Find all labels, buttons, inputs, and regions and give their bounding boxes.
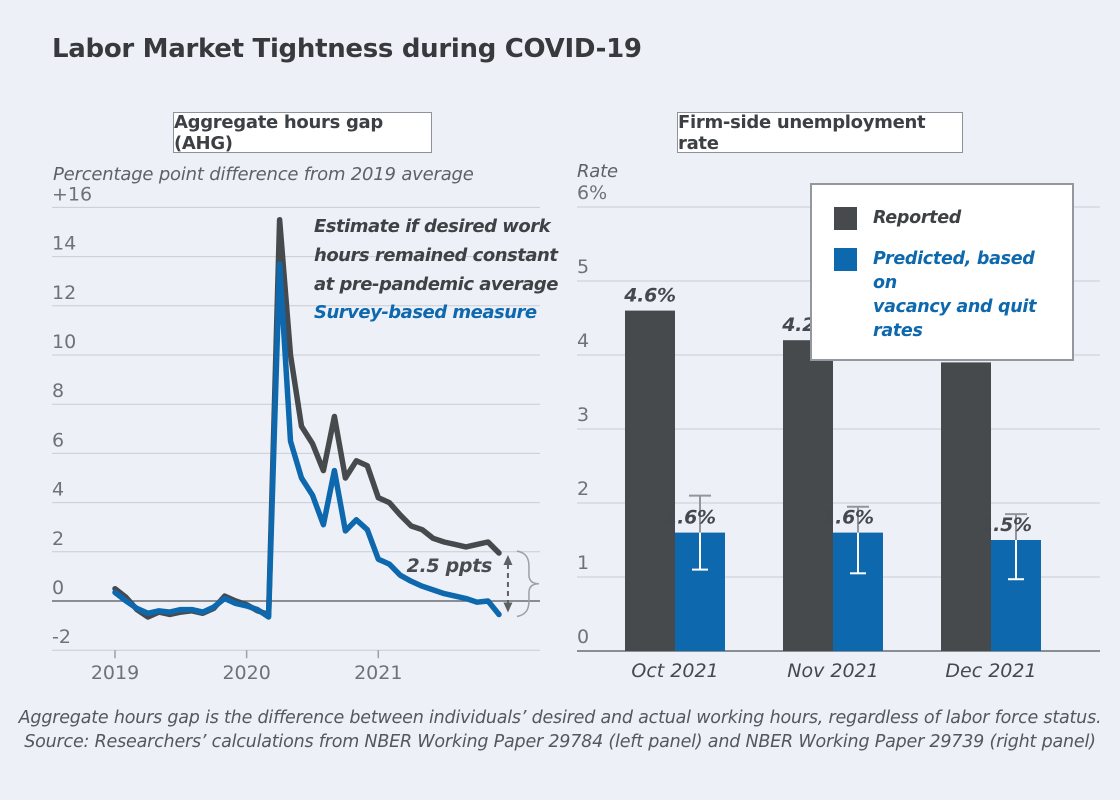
reported-swatch-icon: [834, 207, 857, 230]
y-tick-label: 12: [52, 282, 76, 304]
y-tick-label: 10: [52, 331, 76, 353]
legend-label-reported: Reported: [873, 208, 962, 228]
gap-arrow-up-icon: [503, 555, 513, 566]
left-panel-header: Aggregate hours gap (AHG): [174, 111, 383, 154]
predicted-value-label: 1.5%: [980, 514, 1032, 536]
legend-row-predicted: Predicted, based on vacancy and quit rat…: [834, 247, 1064, 343]
reported-value-label: 4.6%: [623, 285, 676, 307]
annotation-survey-based-measure: Survey-based measure: [314, 302, 537, 323]
y-tick-label: 6: [52, 429, 64, 451]
y-tick-label: 0: [52, 577, 64, 599]
footer-note-line: Aggregate hours gap is the difference be…: [18, 708, 1102, 728]
y-tick-label: 14: [52, 233, 76, 255]
page-title: Labor Market Tightness during COVID-19: [52, 34, 642, 64]
annotation-constant-hours-estimate: Estimate if desired work hours remained …: [314, 216, 558, 295]
x-tick-label: 2021: [354, 662, 402, 684]
y-tick-label: 3: [577, 404, 589, 426]
ahg-line-chart: +16 14 12 10 8 6 4 2 0 -2 2019 2020 2021: [52, 183, 540, 684]
y-tick-label: 0: [577, 626, 589, 648]
y-tick-label: 4: [577, 330, 589, 352]
category-label: Oct 2021: [631, 660, 718, 682]
y-tick-label: +16: [52, 183, 92, 205]
y-tick-label: 4: [52, 479, 64, 501]
y-tick-label: -2: [52, 626, 71, 648]
gap-annotation-label: 2.5 ppts: [406, 555, 493, 577]
y-tick-label: 6%: [577, 182, 607, 204]
left-axis-title: Percentage point difference from 2019 av…: [53, 164, 474, 185]
legend: Reported Predicted, based on vacancy and…: [810, 183, 1074, 361]
category-label: Dec 2021: [945, 660, 1036, 682]
reported-bar: [941, 362, 991, 651]
predicted-value-label: 1.6%: [822, 507, 874, 529]
right-panel-header-box: Firm-side unemployment rate: [677, 111, 963, 154]
footer-source-line: Source: Researchers’ calculations from N…: [24, 732, 1096, 752]
x-tick-label: 2019: [91, 662, 139, 684]
category-label: Nov 2021: [787, 660, 878, 682]
predicted-value-label: 1.6%: [664, 507, 716, 529]
y-tick-label: 5: [577, 256, 589, 278]
survey-measure-line: [112, 261, 502, 620]
x-tick-label: 2020: [222, 662, 270, 684]
reported-bar: [625, 310, 675, 651]
right-axis-title: Rate: [577, 161, 618, 182]
legend-row-reported: Reported: [834, 206, 1064, 230]
y-tick-label: 8: [52, 380, 64, 402]
footer-notes: Aggregate hours gap is the difference be…: [0, 706, 1120, 754]
y-tick-label: 2: [52, 528, 64, 550]
gap-arrow-down-icon: [503, 602, 513, 613]
predicted-swatch-icon: [834, 248, 857, 271]
y-tick-label: 2: [577, 478, 589, 500]
y-tick-label: 1: [577, 552, 589, 574]
reported-bar: [783, 340, 833, 651]
left-panel-header-box: Aggregate hours gap (AHG): [173, 111, 432, 154]
legend-label-predicted: Predicted, based on vacancy and quit rat…: [873, 249, 1037, 341]
right-panel-header: Firm-side unemployment rate: [678, 111, 926, 154]
gap-brace: [516, 550, 539, 618]
